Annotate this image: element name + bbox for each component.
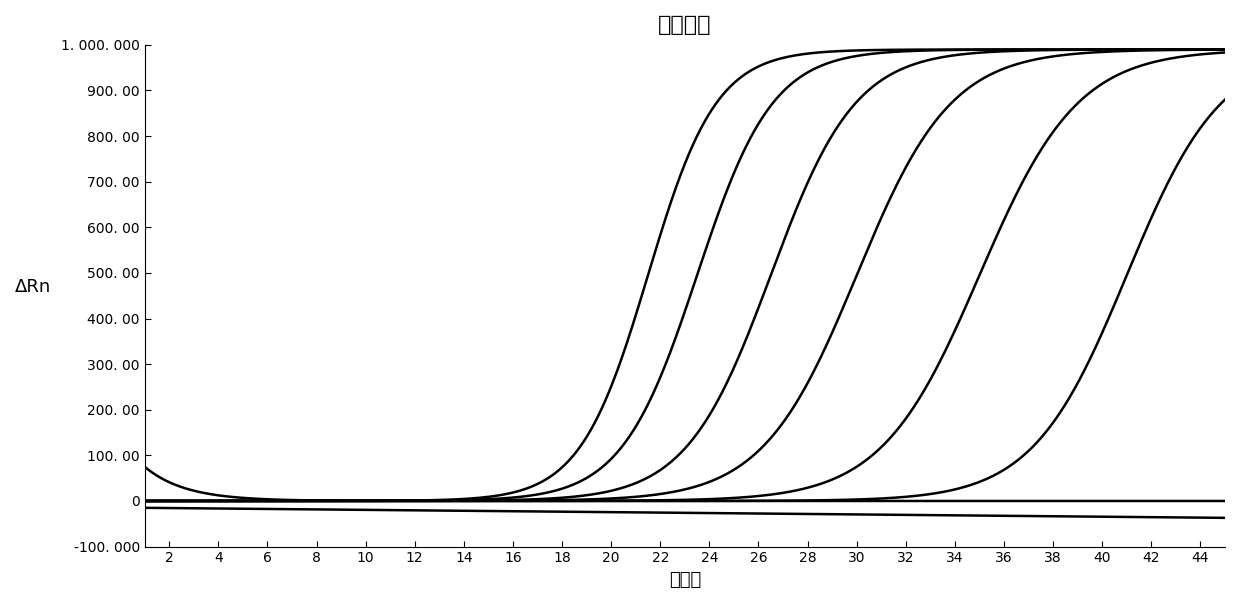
X-axis label: 循环数: 循环数 — [668, 571, 701, 589]
Y-axis label: ΔRn: ΔRn — [15, 278, 51, 296]
Title: 扩增图谱: 扩增图谱 — [658, 15, 712, 35]
